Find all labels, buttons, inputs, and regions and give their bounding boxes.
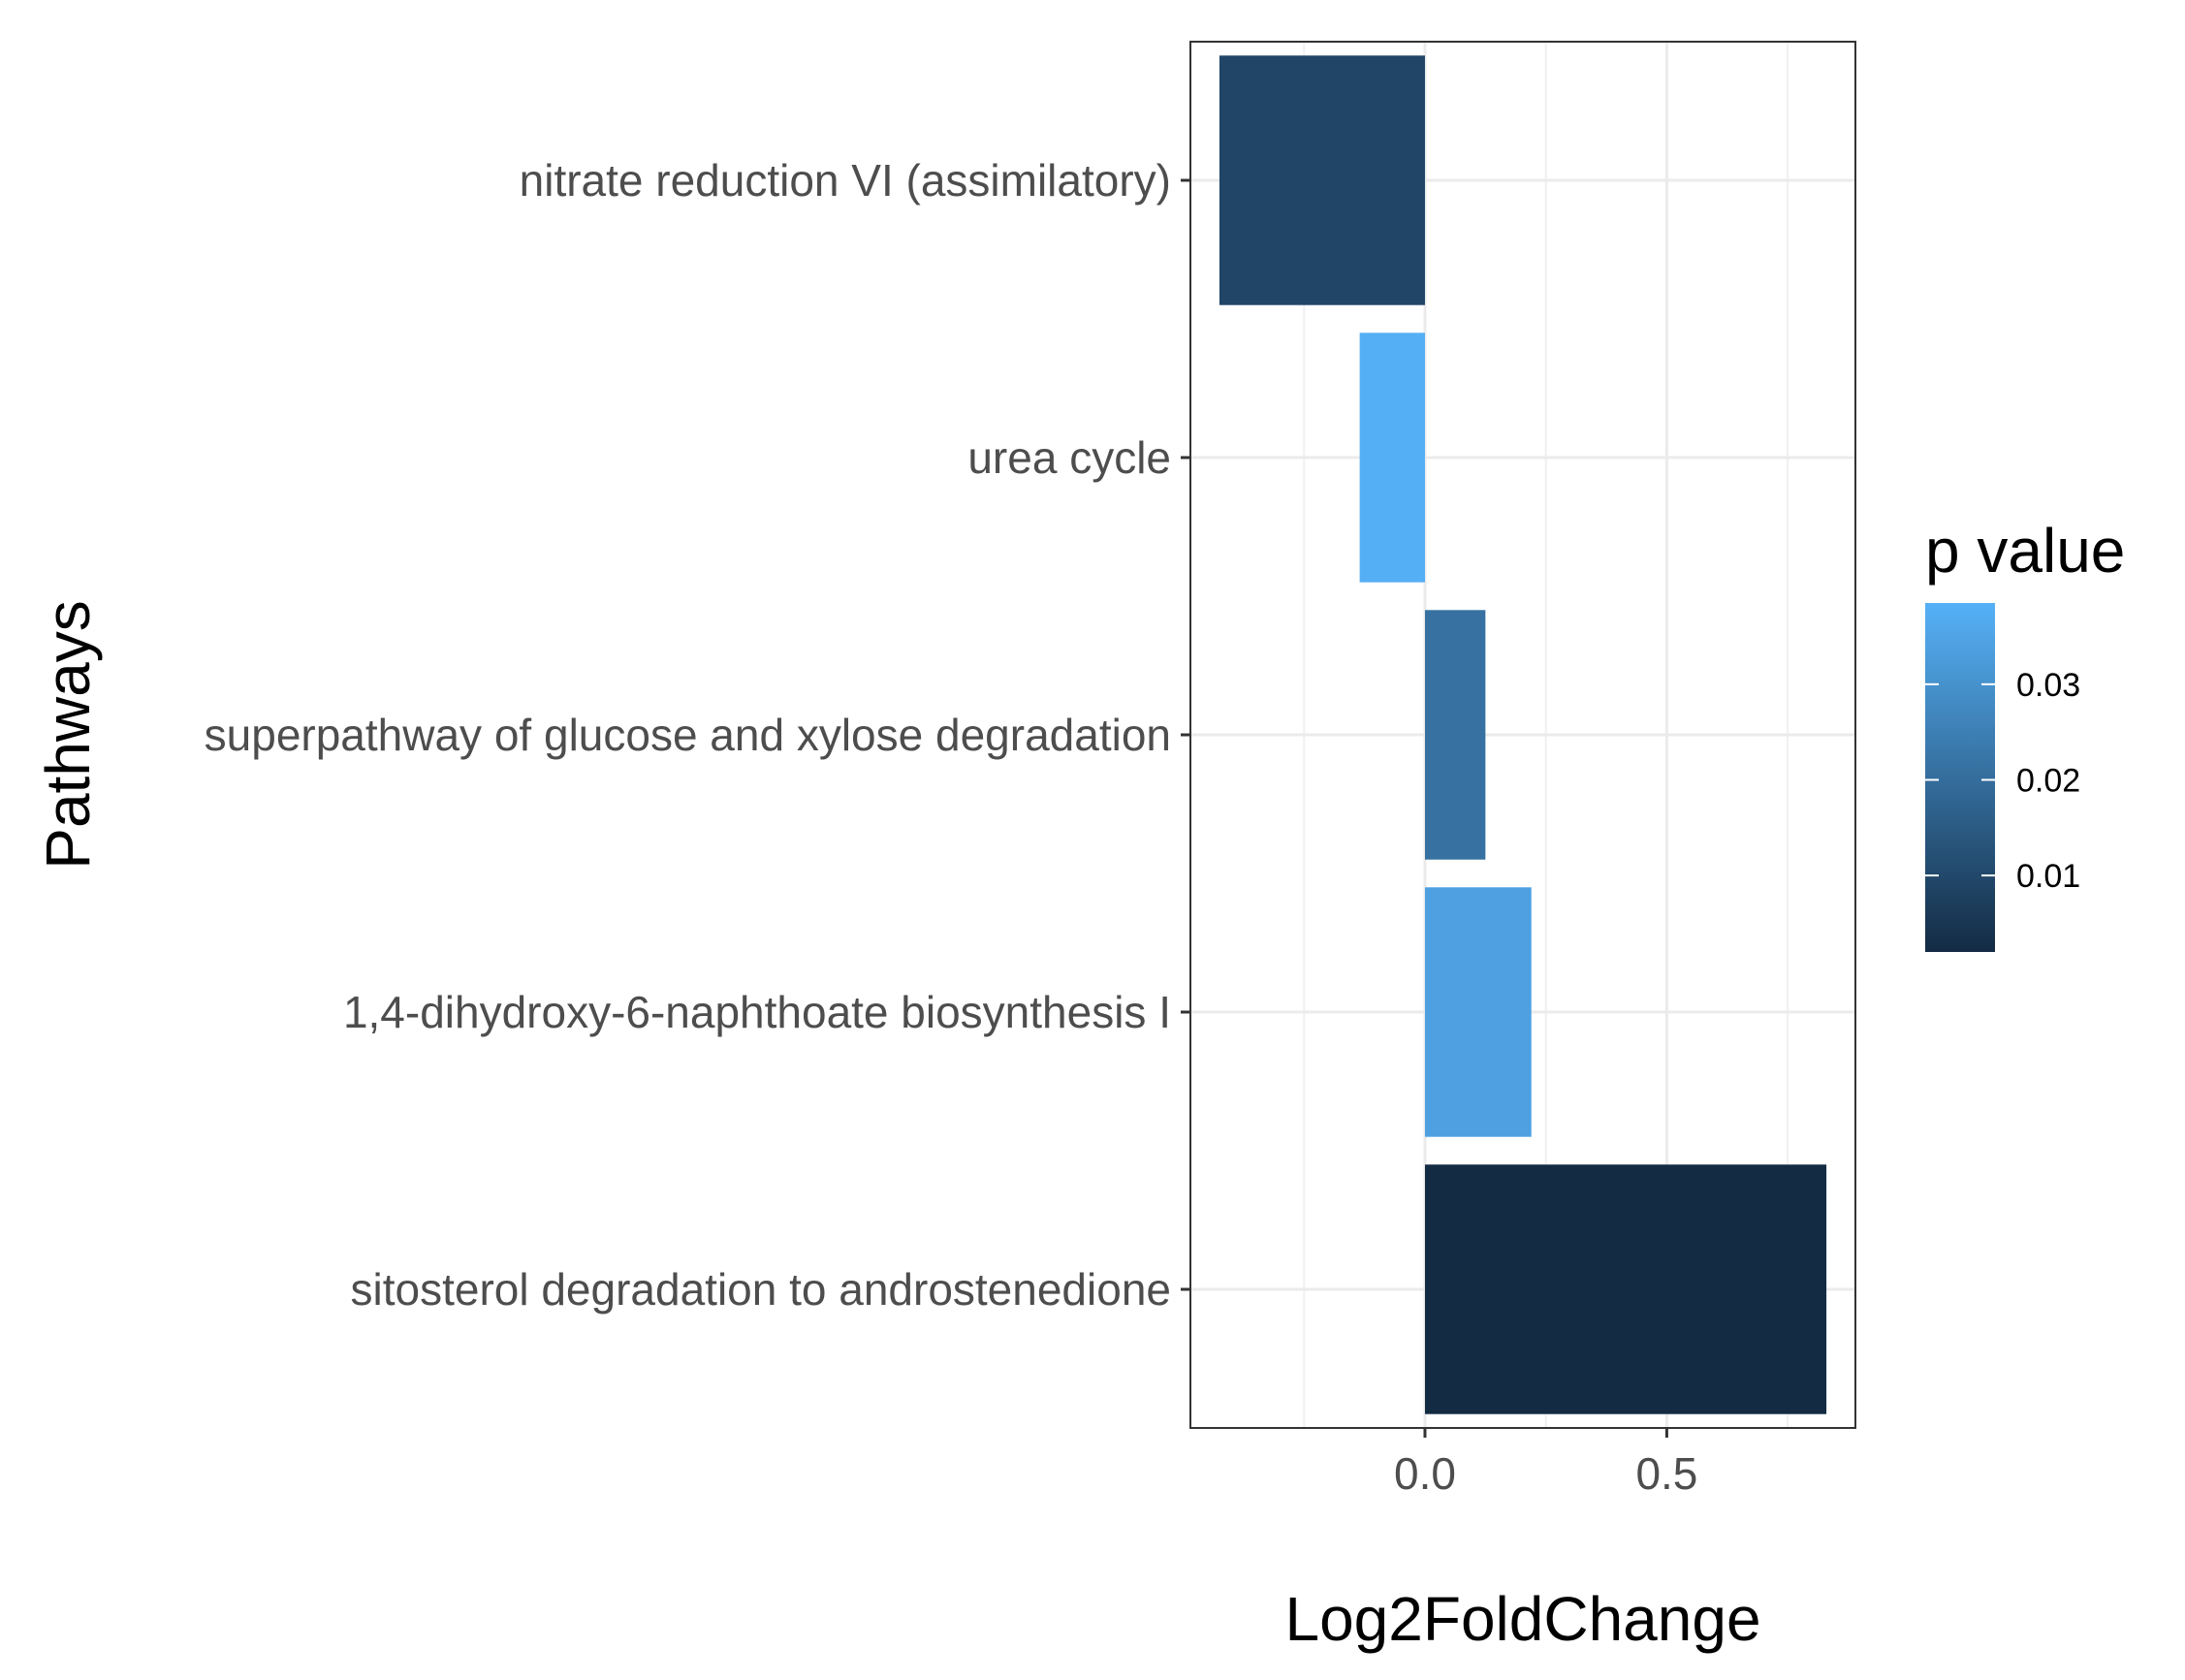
y-axis-title: Pathways xyxy=(33,600,103,869)
bar xyxy=(1219,55,1425,305)
legend-tick-label: 0.03 xyxy=(2016,667,2080,704)
bar-layer xyxy=(1219,55,1827,1414)
bar xyxy=(1424,610,1486,860)
legend-colorbar xyxy=(1925,603,1995,952)
legend-tick-label: 0.01 xyxy=(2016,858,2080,895)
bar xyxy=(1424,887,1532,1137)
bar xyxy=(1359,333,1425,583)
legend-title: p value xyxy=(1925,516,2125,586)
legend-tick-label: 0.02 xyxy=(2016,762,2080,799)
bar xyxy=(1424,1164,1827,1414)
x-tick-label: 0.5 xyxy=(1635,1448,1697,1499)
y-tick-label: superpathway of glucose and xylose degra… xyxy=(205,710,1171,760)
axis-layer: nitrate reduction VI (assimilatory) urea … xyxy=(205,155,1698,1499)
y-tick-label: sitosterol degradation to androstenedion… xyxy=(351,1264,1172,1315)
x-axis-title: Log2FoldChange xyxy=(1284,1584,1760,1654)
legend-ticks: 0.01 0.02 0.03 xyxy=(1925,667,2080,895)
x-tick-label: 0.0 xyxy=(1394,1448,1456,1499)
y-tick-label: 1,4-dihydroxy-6-naphthoate biosynthesis … xyxy=(343,987,1171,1037)
y-tick-label: nitrate reduction VI (assimilatory) xyxy=(520,155,1171,206)
y-tick-label: urea cycle xyxy=(967,432,1171,483)
legend: p value 0.01 0.02 0.03 xyxy=(1925,516,2125,952)
